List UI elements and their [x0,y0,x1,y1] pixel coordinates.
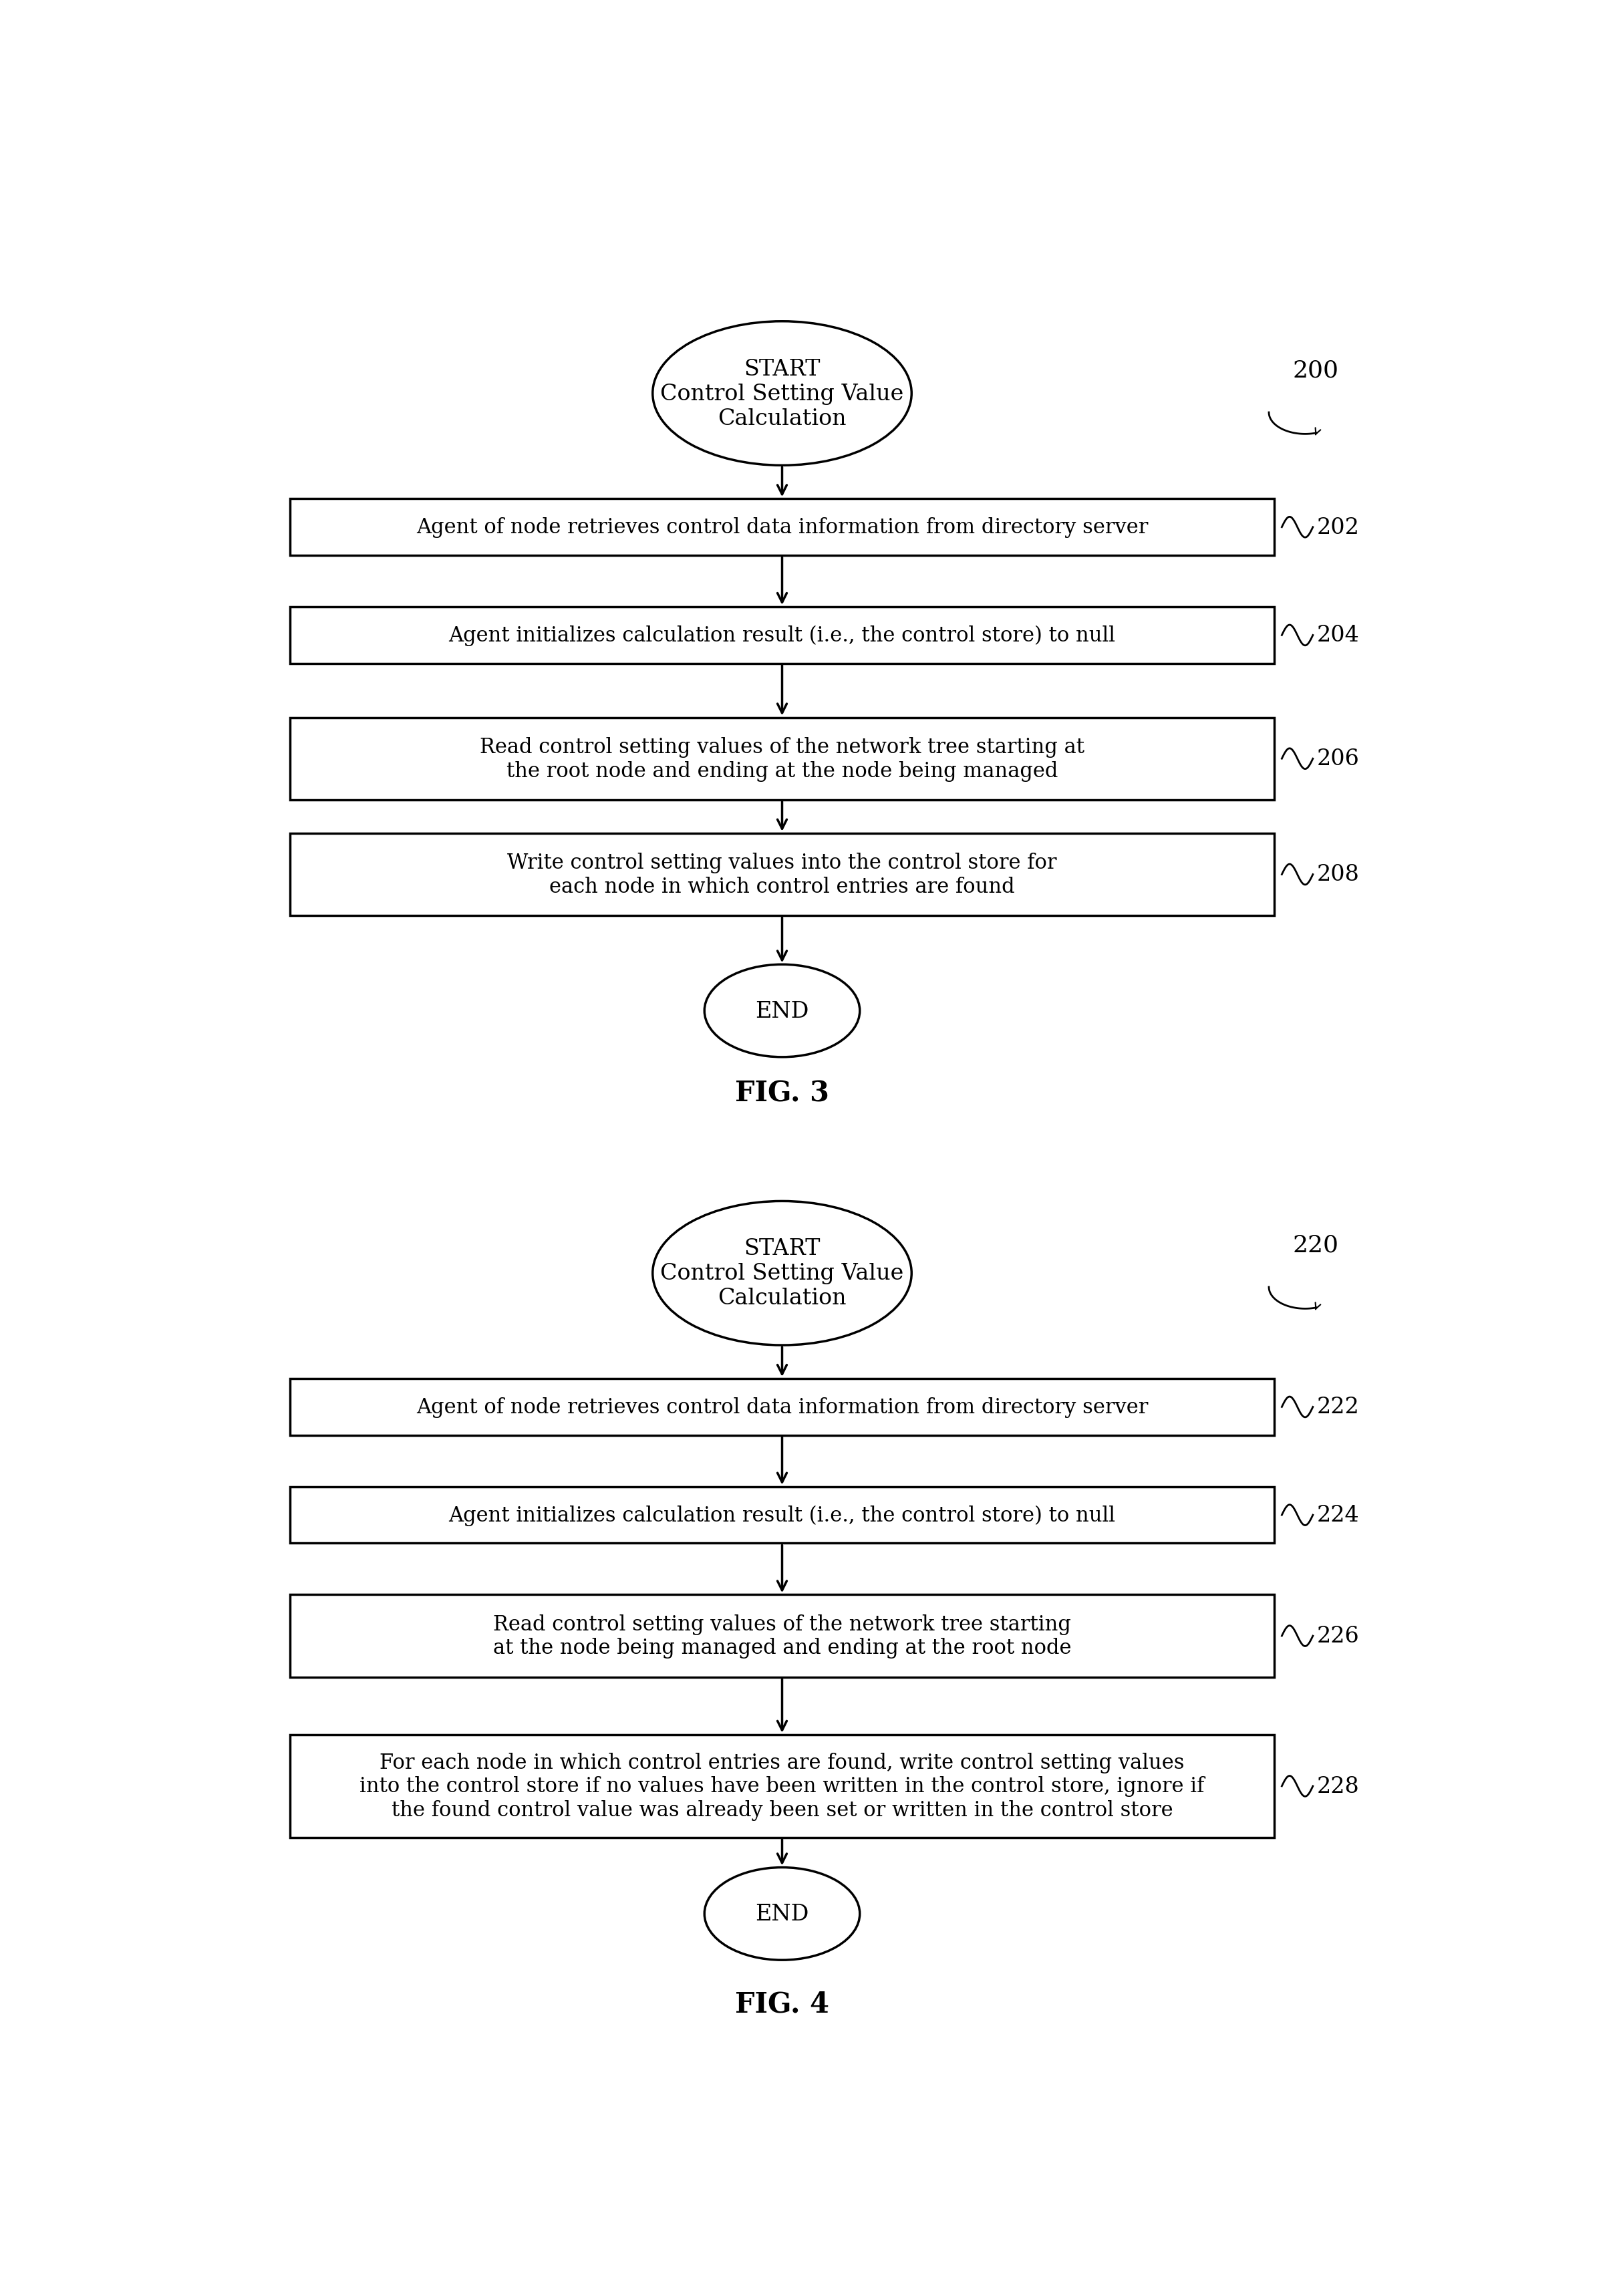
Text: END: END [755,1001,808,1022]
FancyBboxPatch shape [289,719,1274,801]
Text: 206: 206 [1316,748,1360,769]
Text: For each node in which control entries are found, write control setting values
i: For each node in which control entries a… [359,1752,1205,1821]
FancyBboxPatch shape [289,833,1274,916]
Text: 208: 208 [1316,863,1360,886]
Ellipse shape [653,1201,912,1345]
Text: 228: 228 [1316,1775,1360,1798]
Text: Agent initializes calculation result (i.e., the control store) to null: Agent initializes calculation result (i.… [448,1504,1116,1525]
Text: Agent of node retrieves control data information from directory server: Agent of node retrieves control data inf… [416,517,1148,537]
Text: 224: 224 [1316,1504,1360,1527]
Text: Write control setting values into the control store for
each node in which contr: Write control setting values into the co… [508,852,1058,898]
Text: END: END [755,1903,808,1924]
Text: 202: 202 [1316,517,1360,537]
FancyBboxPatch shape [289,1596,1274,1676]
Ellipse shape [653,321,912,466]
FancyBboxPatch shape [289,608,1274,664]
Text: FIG. 3: FIG. 3 [736,1079,830,1107]
Text: Read control setting values of the network tree starting
at the node being manag: Read control setting values of the netwo… [493,1614,1070,1658]
Text: FIG. 4: FIG. 4 [736,1991,830,2018]
Text: START
Control Setting Value
Calculation: START Control Setting Value Calculation [660,1238,904,1309]
Ellipse shape [705,1867,860,1961]
Text: 204: 204 [1316,625,1360,645]
Text: 226: 226 [1316,1626,1360,1646]
FancyBboxPatch shape [289,1380,1274,1435]
Text: Agent of node retrieves control data information from directory server: Agent of node retrieves control data inf… [416,1396,1148,1417]
Text: START
Control Setting Value
Calculation: START Control Setting Value Calculation [660,358,904,429]
Text: 222: 222 [1316,1396,1360,1419]
FancyBboxPatch shape [289,1736,1274,1837]
Text: Read control setting values of the network tree starting at
the root node and en: Read control setting values of the netwo… [480,737,1085,781]
FancyBboxPatch shape [289,1488,1274,1543]
FancyBboxPatch shape [289,498,1274,556]
Text: 220: 220 [1292,1233,1339,1256]
Ellipse shape [705,964,860,1058]
Text: 200: 200 [1292,358,1339,381]
Text: Agent initializes calculation result (i.e., the control store) to null: Agent initializes calculation result (i.… [448,625,1116,645]
